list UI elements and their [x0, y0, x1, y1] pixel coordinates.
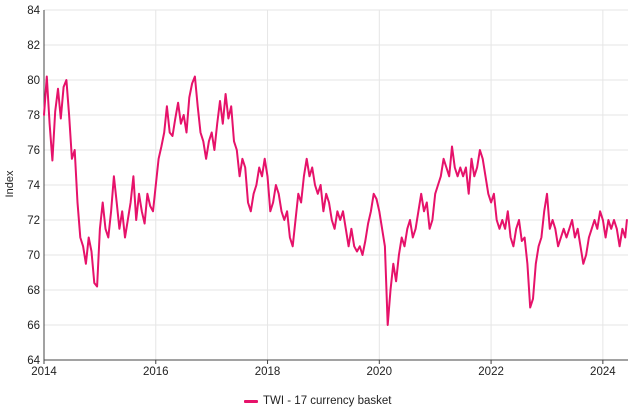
y-tick-label: 78 — [27, 110, 40, 122]
axes — [43, 10, 628, 364]
legend-swatch — [244, 399, 258, 403]
x-tick-label: 2016 — [143, 366, 169, 378]
y-axis-ticks: 64 66 68 70 72 74 76 78 80 82 84 — [27, 5, 40, 367]
legend: TWI - 17 currency basket — [244, 393, 391, 409]
y-tick-label: 80 — [27, 75, 40, 87]
y-axis-label: Index — [4, 170, 16, 197]
x-tick-label: 2014 — [31, 366, 57, 378]
x-tick-label: 2018 — [255, 366, 281, 378]
y-tick-label: 84 — [27, 5, 40, 17]
legend-label: TWI - 17 currency basket — [263, 395, 392, 407]
y-tick-label: 64 — [27, 355, 40, 367]
x-tick-label: 2020 — [367, 366, 393, 378]
y-tick-label: 66 — [27, 320, 40, 332]
y-tick-label: 82 — [27, 40, 40, 52]
x-tick-label: 2024 — [590, 366, 616, 378]
y-tick-label: 70 — [27, 250, 40, 262]
x-tick-label: 2022 — [478, 366, 504, 378]
series-group — [43, 75, 628, 326]
y-tick-label: 68 — [27, 285, 40, 297]
x-axis-ticks: 2014 2016 2018 2020 2022 2024 — [31, 366, 616, 378]
y-tick-label: 76 — [27, 145, 40, 157]
series-line — [43, 75, 628, 326]
y-tick-label: 72 — [27, 215, 40, 227]
y-tick-label: 74 — [27, 180, 40, 192]
